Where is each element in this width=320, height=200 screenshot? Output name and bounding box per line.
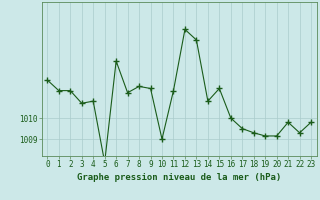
X-axis label: Graphe pression niveau de la mer (hPa): Graphe pression niveau de la mer (hPa) (77, 173, 281, 182)
